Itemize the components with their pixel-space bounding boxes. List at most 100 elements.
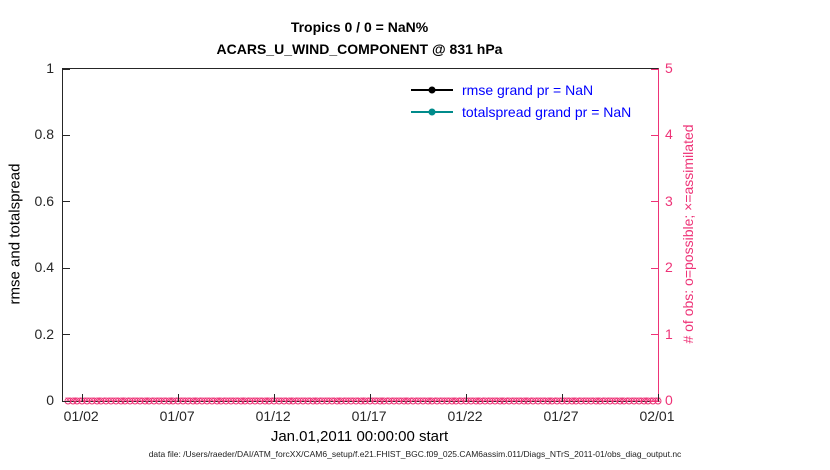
- obs-marker-assimilated: ×: [510, 394, 518, 407]
- obs-marker-possible: [280, 397, 288, 405]
- obs-marker-possible: [534, 397, 542, 405]
- obs-marker-possible: [285, 397, 293, 405]
- obs-marker-assimilated: ×: [606, 394, 614, 407]
- obs-marker-assimilated: ×: [280, 394, 287, 407]
- obs-marker-possible: [309, 397, 317, 405]
- obs-marker-assimilated: ×: [102, 394, 110, 407]
- x-axis-tick-label: 01/02: [63, 408, 99, 424]
- obs-marker-possible: [596, 397, 604, 405]
- obs-marker-possible: [601, 397, 609, 405]
- data-file-path: data file: /Users/raeder/DAI/ATM_forcXX/…: [148, 449, 682, 459]
- obs-marker-possible: [443, 397, 451, 405]
- obs-marker-assimilated: ×: [275, 394, 283, 407]
- obs-marker-assimilated: ×: [338, 394, 345, 407]
- obs-marker-possible: [563, 397, 571, 405]
- obs-marker-possible: [131, 397, 139, 405]
- obs-marker-possible: [97, 397, 105, 405]
- obs-marker-possible: [428, 397, 436, 405]
- obs-marker-assimilated: ×: [534, 394, 542, 407]
- obs-marker-possible: [237, 397, 245, 405]
- title-line-2: ACARS_U_WIND_COMPONENT @ 831 hPa: [216, 41, 503, 57]
- y-axis-right-tick-label: 0: [665, 392, 673, 408]
- obs-marker-assimilated: ×: [160, 394, 167, 407]
- y-axis-right-tick-mark: [651, 267, 658, 269]
- obs-marker-assimilated: ×: [136, 394, 143, 407]
- obs-marker-possible: [376, 397, 384, 405]
- obs-marker-assimilated: ×: [117, 394, 124, 407]
- obs-marker-possible: [347, 397, 355, 405]
- obs-marker-possible: [414, 397, 422, 405]
- x-axis-tick-label: 01/22: [447, 408, 483, 424]
- legend-marker-dot: [428, 86, 436, 94]
- obs-marker-assimilated: ×: [184, 394, 191, 407]
- obs-marker-possible: [165, 397, 173, 405]
- obs-marker-assimilated: ×: [554, 394, 561, 407]
- obs-marker-assimilated: ×: [318, 394, 326, 407]
- obs-marker-assimilated: ×: [525, 394, 532, 407]
- x-axis-tick-mark: [465, 394, 467, 401]
- x-axis-tick-mark: [369, 394, 371, 401]
- obs-marker-assimilated: ×: [539, 394, 547, 407]
- obs-marker-assimilated: ×: [222, 394, 230, 407]
- obs-marker-assimilated: ×: [266, 394, 273, 407]
- obs-marker-possible: [184, 397, 192, 405]
- y-axis-right-tick-label: 1: [665, 325, 673, 342]
- obs-marker-possible: [577, 397, 585, 405]
- obs-marker-possible: [476, 397, 484, 405]
- y-axis-left-tick-mark: [63, 201, 70, 203]
- obs-marker-assimilated: ×: [88, 394, 95, 407]
- obs-marker-possible: [217, 397, 225, 405]
- obs-marker-possible: [155, 397, 163, 405]
- obs-marker-assimilated: ×: [544, 394, 551, 407]
- obs-marker-possible: [251, 397, 259, 405]
- obs-marker-assimilated: ×: [573, 394, 580, 407]
- obs-marker-possible: [385, 397, 393, 405]
- obs-marker-possible: [390, 397, 398, 405]
- obs-marker-possible: [241, 397, 249, 405]
- y-axis-right-tick-mark: [651, 400, 658, 402]
- obs-marker-possible: [198, 397, 206, 405]
- obs-marker-possible: [261, 397, 269, 405]
- obs-marker-assimilated: ×: [251, 394, 259, 407]
- obs-marker-possible: [467, 397, 475, 405]
- obs-marker-assimilated: ×: [386, 394, 393, 407]
- obs-marker-assimilated: ×: [482, 394, 489, 407]
- obs-marker-possible: [500, 397, 508, 405]
- obs-marker-assimilated: ×: [496, 394, 503, 407]
- obs-marker-possible: [323, 397, 331, 405]
- obs-marker-possible: [510, 397, 518, 405]
- obs-marker-assimilated: ×: [213, 394, 220, 407]
- obs-marker-possible: [232, 397, 240, 405]
- legend-marker-line: [411, 108, 453, 116]
- obs-marker-possible: [452, 397, 460, 405]
- obs-marker-assimilated: ×: [294, 394, 302, 407]
- obs-marker-assimilated: ×: [342, 394, 350, 407]
- obs-marker-possible: [357, 397, 364, 405]
- y-axis-left-tick-mark: [63, 267, 70, 269]
- obs-marker-assimilated: ×: [347, 394, 355, 407]
- obs-marker-possible: [553, 397, 561, 405]
- obs-marker-assimilated: ×: [126, 394, 134, 407]
- chart-title: Tropics 0 / 0 = NaN% ACARS_U_WIND_COMPON…: [62, 16, 657, 60]
- obs-marker-possible: [294, 397, 302, 405]
- obs-marker-possible: [520, 397, 528, 405]
- obs-marker-assimilated: ×: [429, 394, 436, 407]
- obs-marker-assimilated: ×: [530, 394, 537, 407]
- obs-marker-assimilated: ×: [506, 394, 513, 407]
- x-axis-tick-mark: [273, 394, 275, 401]
- obs-marker-possible: [433, 397, 441, 405]
- obs-marker-possible: [568, 397, 576, 405]
- obs-marker-assimilated: ×: [362, 394, 369, 407]
- obs-marker-possible: [160, 397, 168, 405]
- x-axis-tick-label: 01/07: [159, 408, 195, 424]
- obs-marker-possible: [524, 397, 532, 405]
- obs-marker-possible: [352, 397, 360, 405]
- obs-marker-assimilated: ×: [74, 394, 81, 407]
- obs-marker-possible: [371, 397, 379, 405]
- obs-marker-assimilated: ×: [256, 394, 263, 407]
- obs-marker-possible: [587, 397, 595, 405]
- obs-marker-assimilated: ×: [443, 394, 451, 407]
- obs-marker-possible: [342, 397, 350, 405]
- y-axis-label-right: # of obs: o=possible; ×=assimilated: [680, 124, 696, 344]
- obs-marker-assimilated: ×: [448, 394, 455, 407]
